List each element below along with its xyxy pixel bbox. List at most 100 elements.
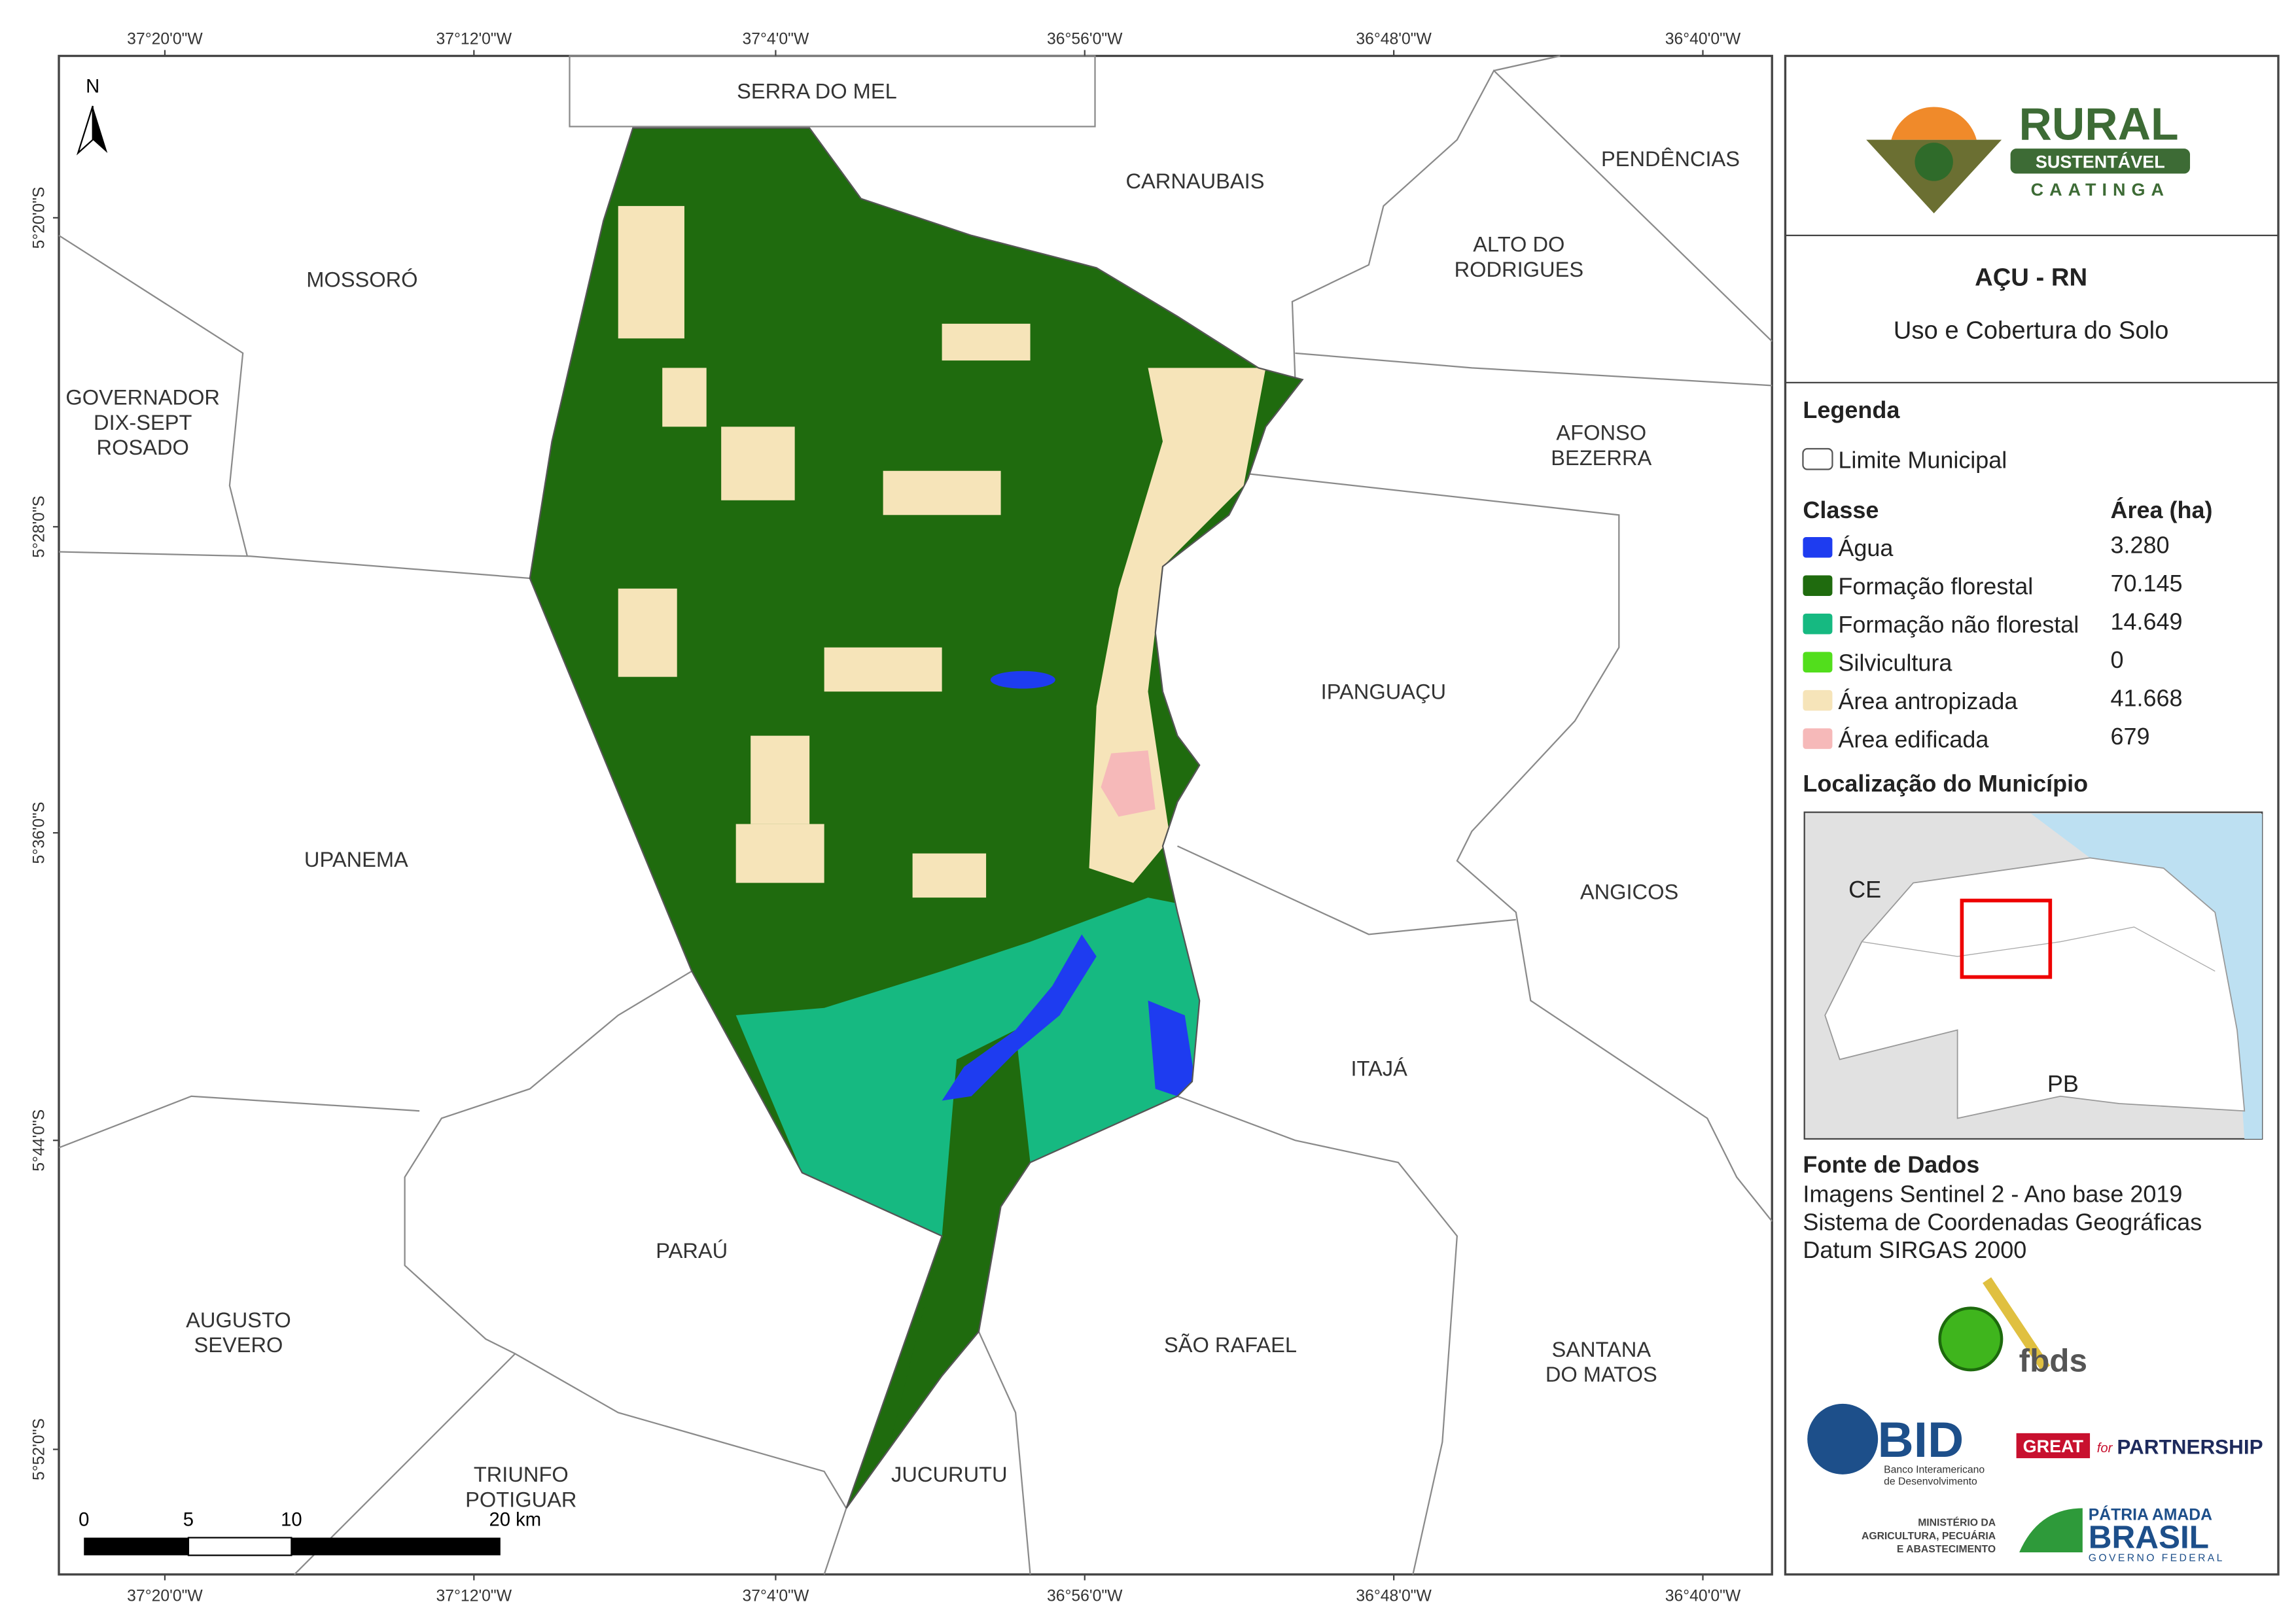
source-line: Datum SIRGAS 2000	[1803, 1236, 2026, 1263]
text-line: IPANGUAÇU	[1321, 679, 1446, 703]
longitude-label: 37°20'0"W	[127, 30, 203, 48]
built-area	[1101, 750, 1156, 817]
municipality-label: PENDÊNCIAS	[1601, 147, 1740, 171]
inset-label: CE	[1848, 876, 1881, 903]
text-line: MOSSORÓ	[306, 268, 417, 292]
municipality-label: AFONSO BEZERRA	[1551, 421, 1651, 470]
scale-label: 0	[79, 1510, 89, 1531]
municipality-label: TRIUNFO POTIGUAR	[465, 1462, 576, 1511]
brasil-text: PÁTRIA AMADA	[2089, 1506, 2212, 1524]
municipality-label: ANGICOS	[1580, 879, 1678, 903]
map-subtitle: Uso e Cobertura do Solo	[1894, 316, 2169, 344]
legend-label: Área antropizada	[1838, 688, 2017, 714]
longitude-label: 36°48'0"W	[1356, 30, 1432, 48]
text-line: BEZERRA	[1551, 445, 1651, 470]
legend-swatch	[1803, 575, 1833, 596]
boundary	[1291, 69, 1773, 380]
legend-heading: Legenda	[1803, 396, 1900, 423]
scale-segment	[84, 1537, 188, 1556]
text-line: PARAÚ	[656, 1238, 728, 1263]
text-line: de Desenvolvimento	[1884, 1476, 1977, 1488]
longitude-label: 36°40'0"W	[1665, 30, 1741, 48]
legend-column-header: Área (ha)	[2111, 497, 2213, 523]
legend-area: 41.668	[2111, 685, 2183, 712]
municipality-label: CARNAUBAIS	[1125, 169, 1264, 193]
legend-label: Silvicultura	[1838, 650, 1952, 676]
municipality-label: UPANEMA	[304, 847, 408, 871]
brasil-logo	[2019, 1508, 2083, 1553]
text-line: ITAJÁ	[1351, 1056, 1407, 1080]
municipality-label: SÃO RAFAEL	[1164, 1333, 1297, 1357]
boundary	[58, 234, 249, 557]
text-line: GOVERNADOR	[65, 385, 220, 410]
anthropized-area	[942, 323, 1031, 361]
longitude-label: 36°40'0"W	[1665, 1587, 1741, 1605]
anthropized-area	[912, 853, 987, 898]
latitude-label: 5°52'0"S	[31, 1418, 48, 1480]
legend-label: Área edificada	[1838, 726, 1988, 753]
text-line: ANGICOS	[1580, 879, 1678, 903]
latitude-label: 5°20'0"S	[31, 186, 48, 249]
text-line: SERRA DO MEL	[737, 79, 897, 103]
great-text: GREAT	[2023, 1437, 2084, 1456]
brasil-text: BRASIL	[2089, 1519, 2209, 1555]
legend-area: 3.280	[2111, 532, 2170, 559]
legend-swatch	[1803, 728, 1833, 749]
municipality-label: IPANGUAÇU	[1321, 679, 1446, 703]
north-label: N	[86, 77, 99, 97]
text-line: SEVERO	[194, 1333, 283, 1357]
legend-label: Limite Municipal	[1838, 446, 2007, 473]
text-line: SÃO RAFAEL	[1164, 1333, 1297, 1357]
text-line: ALTO DO	[1473, 232, 1564, 256]
boundary	[569, 55, 1096, 128]
boundary	[404, 970, 847, 1509]
map-frame: SERRA DO MEL CARNAUBAIS PENDÊNCIAS ALTO …	[58, 54, 1773, 1576]
boundary	[1177, 845, 1516, 935]
anthropized-area	[751, 735, 810, 824]
boundary	[978, 1331, 1031, 1575]
inset-state	[1824, 857, 2246, 1119]
fbds-text: fbds	[2019, 1342, 2087, 1378]
municipality-label: JUCURUTU	[891, 1462, 1008, 1486]
legend-label: Água	[1838, 534, 1893, 561]
bid-name: Banco Interamericano de Desenvolvimento	[1884, 1465, 1985, 1488]
text-line: RODRIGUES	[1455, 257, 1584, 281]
longitude-label: 36°56'0"W	[1047, 30, 1123, 48]
text-line: UPANEMA	[304, 847, 408, 871]
inset-ocean	[2031, 813, 2263, 1139]
legend-swatch	[1803, 652, 1833, 672]
boundary	[1295, 352, 1773, 387]
forest-area	[883, 1030, 1031, 1472]
municipality-label: GOVERNADOR DIX-SEPT ROSADO	[65, 385, 220, 459]
municipality-label: SANTANA DO MATOS	[1545, 1337, 1657, 1386]
boundary	[1177, 1095, 1458, 1575]
text-line: SANTANA	[1551, 1337, 1651, 1361]
bid-logo	[1807, 1403, 1879, 1475]
boundary	[58, 1095, 420, 1149]
boundary	[1248, 473, 1773, 1222]
text-line: JUCURUTU	[891, 1462, 1008, 1486]
text-line: Banco Interamericano	[1884, 1465, 1985, 1476]
anthropized-area	[618, 588, 677, 677]
water	[1148, 1000, 1195, 1096]
legend-label: Formação não florestal	[1838, 611, 2079, 638]
scale-segment	[291, 1537, 501, 1556]
logo-title: RURAL	[2019, 99, 2179, 150]
side-panel: RURAL SUSTENTÁVEL CAATINGA AÇU - RN Uso …	[1784, 54, 2280, 1576]
legend-area: 14.649	[2111, 608, 2183, 635]
graticule-labels: 37°20'0"W 37°20'0"W 37°12'0"W 37°12'0"W 37°4…	[31, 30, 1741, 1605]
fbds-logo	[1938, 1306, 2004, 1372]
boundary	[1493, 55, 1561, 72]
ministry-text: MINISTÉRIO DA AGRICULTURA, PECUÁRIA E ABAS…	[1862, 1516, 1996, 1555]
sources-heading: Fonte de Dados	[1803, 1151, 1979, 1178]
longitude-label: 37°12'0"W	[436, 1587, 512, 1605]
municipality-label: PARAÚ	[656, 1238, 728, 1263]
text-line: AFONSO	[1556, 421, 1646, 445]
logo-tree	[1915, 143, 1953, 181]
legend-label: Formação florestal	[1838, 573, 2033, 600]
map-title: AÇU - RN	[1975, 263, 2087, 291]
scale-label: 20 km	[489, 1510, 541, 1531]
legend-area: 0	[2111, 646, 2124, 673]
text-line: AUGUSTO	[186, 1308, 291, 1332]
longitude-label: 36°56'0"W	[1047, 1587, 1123, 1605]
